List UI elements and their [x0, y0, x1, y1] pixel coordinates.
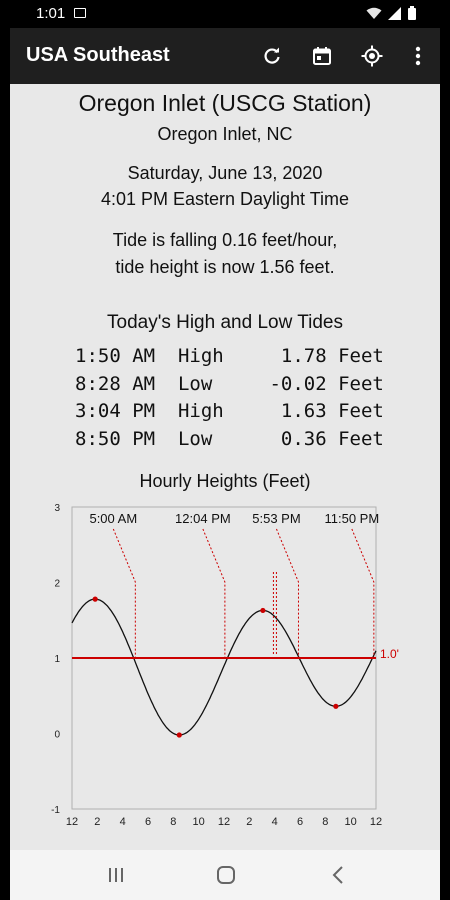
calendar-button[interactable] — [308, 42, 336, 70]
x-tick-label: 12 — [218, 816, 230, 828]
y-tick-label: 1 — [54, 654, 60, 665]
recent-apps-button[interactable] — [104, 864, 128, 886]
current-time: 4:01 PM Eastern Daylight Time — [100, 189, 350, 209]
location-button[interactable] — [358, 42, 386, 70]
extreme-point — [333, 703, 339, 709]
x-tick-label: 12 — [370, 816, 382, 828]
tide-unit: Feet — [338, 372, 384, 395]
home-icon — [217, 866, 235, 884]
x-tick-label: 8 — [322, 816, 328, 828]
tide-unit: Feet — [338, 400, 384, 422]
y-tick-label: -1 — [51, 805, 60, 816]
image-notification-icon — [74, 8, 86, 18]
chart-title: Hourly Heights (Feet) — [139, 471, 311, 491]
tides-header: Today's High and Low Tides — [107, 312, 343, 333]
tide-table: 1:50 AM High 1.78 Feet 8:28 AM Low -0.02 … — [75, 343, 384, 453]
extreme-point — [176, 732, 182, 738]
tide-type: Low — [177, 372, 213, 395]
signal-icon — [388, 6, 402, 25]
crossing-time-leader — [276, 528, 299, 658]
x-tick-label: 2 — [94, 816, 100, 828]
extreme-point — [92, 596, 98, 602]
crossing-time-leader — [202, 528, 226, 658]
x-tick-label: 10 — [193, 816, 205, 828]
battery-icon — [408, 6, 416, 25]
back-button[interactable] — [326, 864, 350, 886]
back-chevron-icon — [332, 866, 343, 884]
crossing-time-leader — [112, 528, 136, 658]
tide-type: High — [177, 345, 224, 367]
tide-row: 8:28 AM Low -0.02 Feet — [75, 371, 384, 399]
tide-content: Oregon Inlet (USCG Station) Oregon Inlet… — [10, 84, 440, 850]
x-tick-label: 10 — [345, 816, 357, 828]
overflow-menu-button[interactable] — [404, 42, 432, 70]
tide-height: 1.63 — [280, 400, 327, 422]
status-time: 1:01 — [36, 5, 66, 22]
x-tick-label: 6 — [297, 816, 303, 828]
station-location: Oregon Inlet, NC — [157, 124, 293, 144]
current-date: Saturday, June 13, 2020 — [127, 163, 323, 183]
tide-height: 1.78 — [280, 345, 327, 367]
tide-time: 3:04 PM — [75, 400, 156, 422]
crossing-time-label: 12:04 PM — [175, 511, 231, 526]
x-tick-label: 8 — [170, 816, 176, 828]
tide-type: Low — [177, 427, 213, 450]
tide-height: -0.02 — [269, 372, 327, 395]
tide-unit: Feet — [338, 427, 384, 450]
calendar-icon — [313, 47, 331, 65]
tide-row: 1:50 AM High 1.78 Feet — [75, 343, 384, 371]
crossing-time-label: 11:50 PM — [325, 511, 380, 526]
refresh-button[interactable] — [258, 42, 286, 70]
gps-target-icon — [361, 45, 383, 67]
app-title: USA Southeast — [26, 44, 170, 66]
tide-time: 8:28 AM — [75, 372, 156, 395]
tide-row: 3:04 PM High 1.63 Feet — [75, 398, 384, 426]
tide-row: 8:50 PM Low 0.36 Feet — [75, 426, 384, 454]
tide-rate: Tide is falling 0.16 feet/hour, — [112, 230, 338, 250]
reference-label: 1.0' — [380, 647, 399, 661]
x-tick-label: 12 — [66, 816, 78, 828]
crossing-time-leader — [351, 528, 375, 658]
tide-curve — [71, 598, 377, 736]
x-tick-label: 6 — [145, 816, 151, 828]
navigation-bar — [10, 850, 440, 900]
status-icons — [366, 6, 416, 25]
refresh-icon — [264, 47, 280, 64]
extreme-point — [260, 607, 266, 614]
x-tick-label: 4 — [272, 816, 278, 828]
y-tick-label: 0 — [54, 730, 60, 741]
app-bar: USA Southeast — [10, 28, 440, 84]
tide-height-now: tide height is now 1.56 feet. — [115, 257, 335, 277]
wifi-icon — [366, 7, 382, 25]
tide-time: 1:50 AM — [75, 345, 156, 367]
tide-time: 8:50 PM — [75, 427, 156, 450]
tide-height: 0.36 — [280, 427, 327, 450]
tide-unit: Feet — [338, 345, 384, 367]
home-button[interactable] — [214, 864, 238, 886]
status-bar: 1:01 — [0, 0, 450, 28]
recents-icon — [109, 868, 123, 882]
y-tick-label: 3 — [54, 503, 60, 514]
crossing-time-label: 5:53 PM — [252, 511, 300, 526]
more-vert-icon — [415, 46, 421, 66]
x-tick-label: 4 — [120, 816, 126, 828]
crossing-time-label: 5:00 AM — [89, 511, 137, 526]
tide-type: High — [177, 400, 224, 422]
station-name: Oregon Inlet (USCG Station) — [78, 90, 372, 116]
x-tick-label: 2 — [246, 816, 252, 828]
y-tick-label: 2 — [54, 579, 60, 590]
